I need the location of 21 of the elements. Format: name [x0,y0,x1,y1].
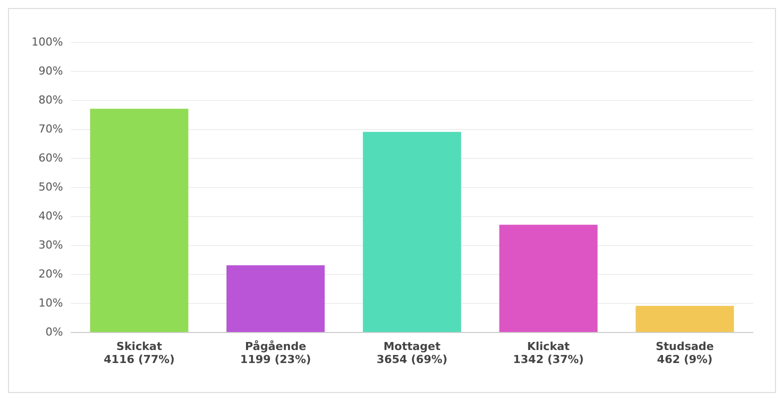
y-tick-label: 80% [38,94,63,106]
y-tick-label: 10% [38,296,63,310]
y-tick-label: 30% [38,238,63,252]
y-tick-label: 70% [38,122,63,136]
x-tick-label: Mottaget 3654 (69%) [376,340,448,366]
y-tick-label: 0% [46,326,63,338]
y-tick-label: 90% [38,64,63,78]
y-tick-label: 50% [38,180,63,194]
bar [226,265,325,332]
y-tick-label: 20% [38,268,63,280]
bar [636,306,734,332]
bar [90,108,188,332]
bar [499,224,598,332]
y-tick-label: 40% [38,210,63,222]
y-tick-label: 60% [38,152,63,164]
y-tick-label: 100% [32,36,63,48]
x-tick-label: Skickat 4116 (77%) [104,340,175,366]
bar [362,132,462,332]
x-tick-label: Klickat 1342 (37%) [512,340,584,366]
x-tick-label: Studsade 462 (9%) [656,340,714,366]
x-tick-label: Pågående 1199 (23%) [240,340,312,366]
